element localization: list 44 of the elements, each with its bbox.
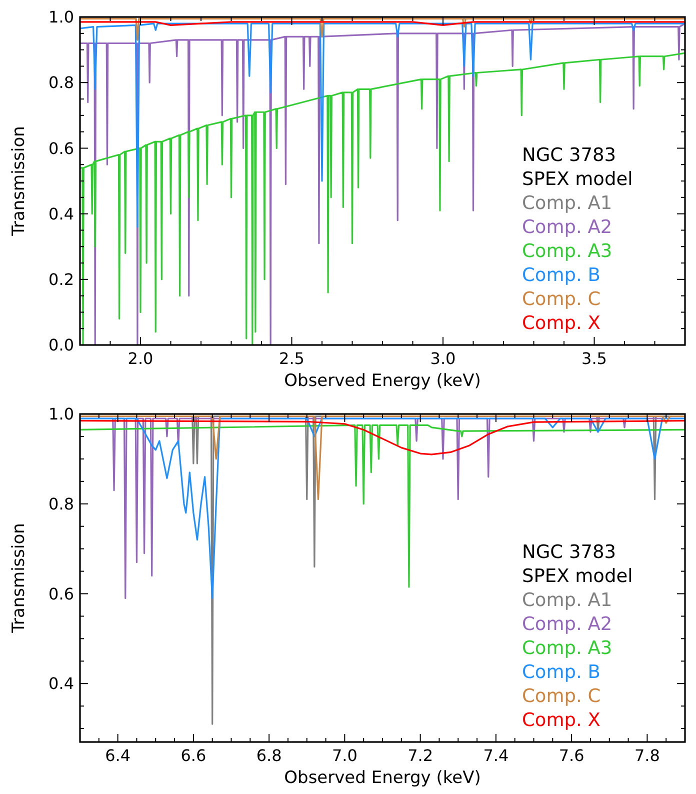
y-axis-title: Transmission: [9, 523, 29, 634]
x-tick-label: 2.0: [128, 349, 154, 368]
text: Comp. B: [522, 662, 600, 683]
y-tick-label: 1.0: [48, 8, 74, 27]
text: Comp. C: [522, 686, 601, 707]
y-axis-title: Transmission: [9, 126, 29, 237]
y-tick-label: 0.6: [48, 138, 74, 158]
text: Comp. A2: [522, 614, 612, 635]
x-tick-label: 7.4: [483, 746, 509, 765]
y-tick-label: 0.0: [48, 336, 74, 355]
x-tick-label: 6.6: [180, 746, 206, 765]
annotation: NGC 3783: [522, 542, 616, 563]
text: Comp. A1: [522, 590, 612, 611]
text: Comp. A2: [522, 217, 612, 238]
x-tick-label: 7.6: [558, 746, 584, 765]
y-tick-label: 0.6: [48, 584, 74, 604]
y-tick-label: 0.4: [48, 674, 74, 694]
text: Comp. A3: [522, 638, 612, 659]
annotation: NGC 3783: [522, 145, 616, 166]
x-axis-title: Observed Energy (keV): [284, 371, 481, 391]
y-tick-label: 0.2: [48, 270, 74, 289]
line-series: [80, 420, 685, 456]
x-axis-title: Observed Energy (keV): [284, 768, 481, 788]
x-tick-label: 2.5: [279, 349, 304, 368]
y-tick-label: 0.4: [48, 204, 74, 224]
line-series: [80, 415, 685, 500]
text: Comp. A1: [522, 193, 612, 214]
annotation: SPEX model: [522, 566, 633, 587]
x-tick-label: 7.8: [634, 746, 660, 765]
text: Comp. A3: [522, 241, 612, 262]
x-tick-label: 3.5: [582, 349, 607, 368]
y-tick-label: 0.8: [48, 73, 74, 92]
x-tick-label: 7.2: [408, 746, 434, 765]
text: Comp. B: [522, 265, 600, 286]
x-tick-label: 6.8: [256, 746, 282, 765]
text: Comp. X: [522, 313, 601, 334]
text: Comp. X: [522, 710, 601, 731]
text: Comp. C: [522, 289, 601, 310]
x-tick-label: 7.0: [332, 746, 358, 765]
x-tick-label: 3.0: [430, 349, 456, 368]
y-tick-label: 0.8: [48, 494, 74, 514]
annotation: SPEX model: [522, 169, 633, 190]
y-tick-label: 1.0: [48, 404, 74, 424]
x-tick-label: 6.4: [105, 746, 131, 765]
